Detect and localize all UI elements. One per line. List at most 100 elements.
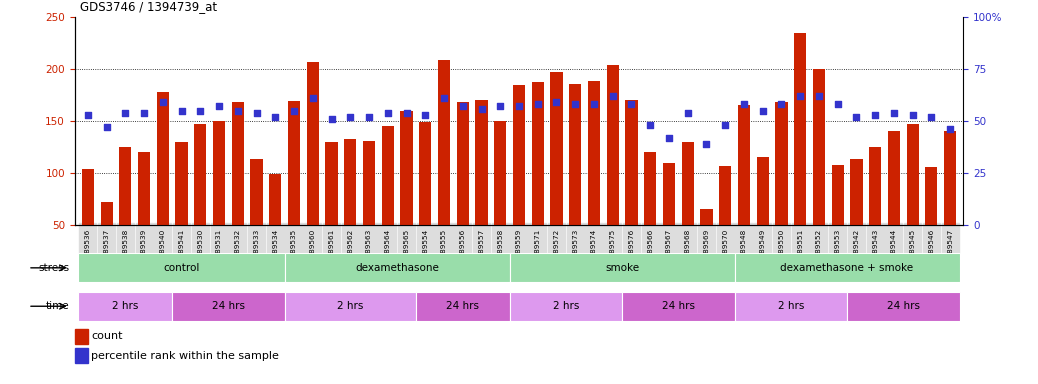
Text: 2 hrs: 2 hrs <box>777 301 804 311</box>
Bar <box>250 159 263 225</box>
Text: control: control <box>163 263 199 273</box>
Point <box>99 124 115 130</box>
Bar <box>231 102 244 225</box>
Point <box>211 103 227 109</box>
Bar <box>625 100 637 225</box>
Bar <box>531 81 544 225</box>
Point <box>473 106 490 112</box>
Point <box>585 101 602 108</box>
Bar <box>813 69 825 225</box>
Point <box>941 126 958 132</box>
Point <box>380 109 397 116</box>
Bar <box>79 292 172 321</box>
Bar <box>569 84 581 225</box>
Bar <box>419 122 432 225</box>
Text: 24 hrs: 24 hrs <box>662 301 694 311</box>
Text: GDS3746 / 1394739_at: GDS3746 / 1394739_at <box>80 0 217 13</box>
Point <box>867 112 883 118</box>
Bar <box>284 292 416 321</box>
Bar <box>701 209 712 225</box>
Bar <box>887 131 900 225</box>
Bar <box>175 142 188 225</box>
Bar <box>550 72 563 225</box>
Bar <box>831 164 844 225</box>
Bar <box>194 124 207 225</box>
Text: smoke: smoke <box>605 263 639 273</box>
Bar <box>494 121 507 225</box>
Bar <box>213 121 225 225</box>
Point <box>567 101 583 108</box>
Text: 24 hrs: 24 hrs <box>886 301 920 311</box>
Bar <box>869 147 881 225</box>
Text: 24 hrs: 24 hrs <box>212 301 245 311</box>
Point <box>717 122 734 128</box>
Point <box>399 109 415 116</box>
Bar <box>288 101 300 225</box>
Text: dexamethasone: dexamethasone <box>355 263 439 273</box>
Bar <box>513 85 525 225</box>
Bar <box>172 292 284 321</box>
Text: 24 hrs: 24 hrs <box>446 301 480 311</box>
Point <box>173 108 190 114</box>
Point <box>342 114 358 120</box>
Point <box>923 114 939 120</box>
Point <box>136 109 153 116</box>
Point <box>323 116 339 122</box>
Bar <box>735 292 847 321</box>
Bar <box>101 202 113 225</box>
Bar <box>588 81 600 225</box>
Point <box>604 93 621 99</box>
Point <box>529 101 546 108</box>
Bar <box>738 106 750 225</box>
Bar <box>79 253 284 282</box>
Point <box>492 103 509 109</box>
Bar <box>306 62 319 225</box>
Point <box>792 93 809 99</box>
Text: time: time <box>46 301 70 311</box>
Bar <box>510 292 622 321</box>
Point <box>699 141 715 147</box>
Point <box>773 101 790 108</box>
Point <box>755 108 771 114</box>
Bar <box>363 141 375 225</box>
Bar <box>119 147 132 225</box>
Bar <box>284 253 510 282</box>
Bar <box>645 152 656 225</box>
Bar <box>622 292 735 321</box>
Point <box>811 93 827 99</box>
Bar <box>794 33 807 225</box>
Point <box>660 134 677 141</box>
Bar <box>382 126 393 225</box>
Point <box>80 112 97 118</box>
Point <box>267 114 283 120</box>
Point <box>511 103 527 109</box>
Bar <box>457 102 469 225</box>
Point <box>641 122 658 128</box>
Bar <box>606 65 619 225</box>
Point <box>885 109 902 116</box>
Point <box>155 99 171 105</box>
Point <box>304 95 321 101</box>
Bar <box>326 142 337 225</box>
Point <box>436 95 453 101</box>
Text: 2 hrs: 2 hrs <box>552 301 579 311</box>
Point <box>904 112 921 118</box>
Bar <box>157 92 169 225</box>
Bar <box>269 174 281 225</box>
Text: 2 hrs: 2 hrs <box>112 301 138 311</box>
Text: count: count <box>91 331 122 341</box>
Point <box>285 108 302 114</box>
Bar <box>82 169 94 225</box>
Bar <box>682 142 693 225</box>
Point <box>736 101 753 108</box>
Point <box>192 108 209 114</box>
Bar <box>925 167 937 225</box>
Bar <box>944 131 956 225</box>
Bar <box>475 100 488 225</box>
Bar <box>345 139 356 225</box>
Text: dexamethasone + smoke: dexamethasone + smoke <box>781 263 913 273</box>
Point <box>248 109 265 116</box>
Point <box>417 112 434 118</box>
Text: stress: stress <box>38 263 70 273</box>
Bar <box>906 124 919 225</box>
